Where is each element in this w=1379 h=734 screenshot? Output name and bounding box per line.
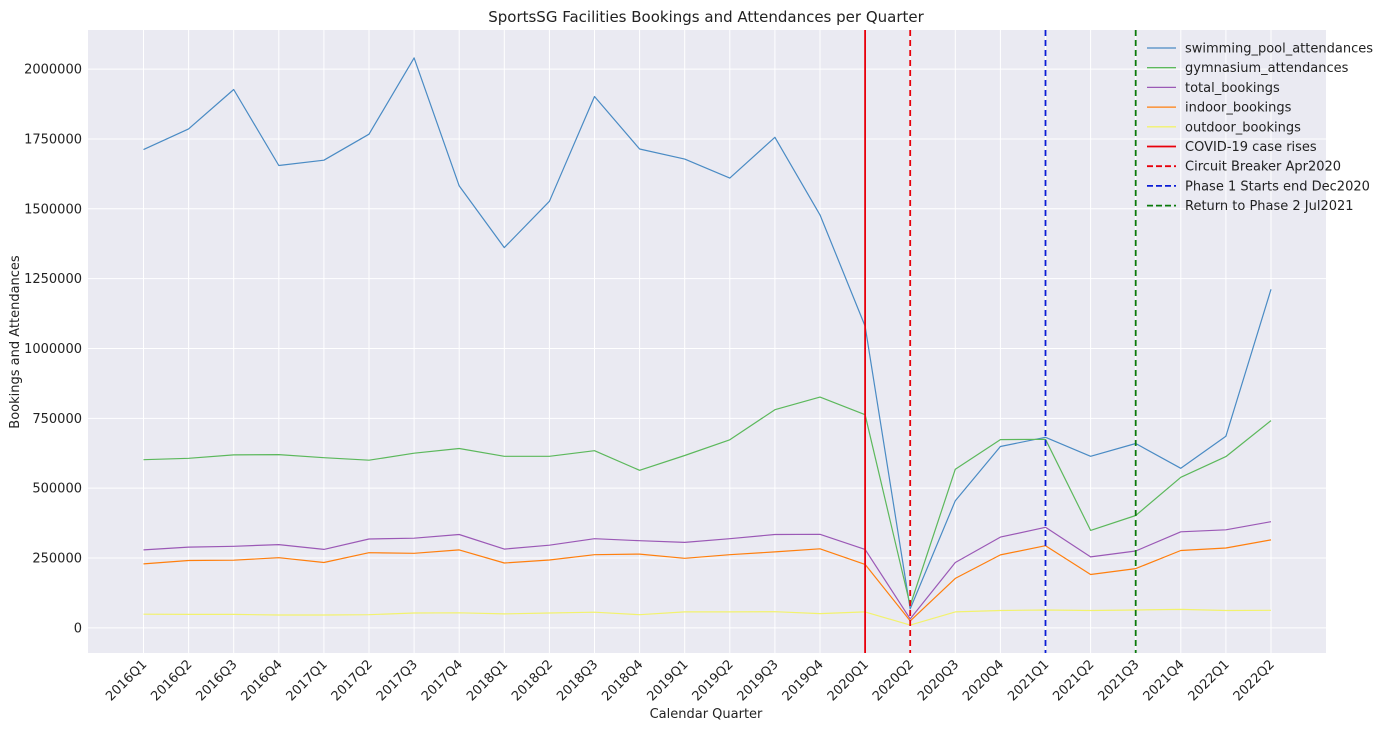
x-axis-label: Calendar Quarter: [650, 707, 763, 722]
y-tick-label: 0: [74, 621, 82, 636]
legend: swimming_pool_attendances gymnasium_atten…: [1147, 42, 1373, 214]
grid-lines: [88, 30, 1326, 653]
y-tick-label: 1500000: [24, 202, 82, 217]
legend-label: gymnasium_attendances: [1185, 61, 1349, 76]
series-line-swimming-pool-attendances: [143, 57, 1272, 610]
legend-label: Circuit Breaker Apr2020: [1185, 160, 1341, 175]
y-axis-ticks: 0 250000 500000 750000 1000000 1250000 1500000…: [24, 63, 82, 637]
series-line-outdoor-bookings: [143, 608, 1272, 626]
series-lines: [143, 57, 1272, 626]
legend-label: Phase 1 Starts end Dec2020: [1185, 179, 1370, 194]
y-tick-label: 750000: [32, 412, 82, 427]
plot-area: [88, 30, 1326, 653]
chart-title: SportsSG Facilities Bookings and Attenda…: [488, 8, 924, 26]
y-tick-label: 1750000: [24, 132, 82, 147]
y-tick-label: 500000: [32, 482, 82, 497]
legend-label: Return to Phase 2 Jul2021: [1185, 199, 1354, 214]
y-tick-label: 1000000: [24, 342, 82, 357]
legend-label: outdoor_bookings: [1185, 120, 1301, 135]
series-line-total-bookings: [143, 521, 1272, 620]
series-line-gymnasium-attendances: [143, 396, 1272, 607]
y-tick-label: 250000: [32, 552, 82, 567]
y-axis-label: Bookings and Attendances: [8, 255, 23, 429]
y-tick-label: 1250000: [24, 272, 82, 287]
y-tick-label: 2000000: [24, 63, 82, 78]
legend-label: swimming_pool_attendances: [1185, 42, 1373, 57]
legend-label: indoor_bookings: [1185, 101, 1292, 116]
series-line-indoor-bookings: [143, 539, 1272, 622]
legend-label: COVID-19 case rises: [1185, 140, 1317, 155]
event-lines: [864, 30, 1137, 653]
legend-label: total_bookings: [1185, 81, 1280, 96]
